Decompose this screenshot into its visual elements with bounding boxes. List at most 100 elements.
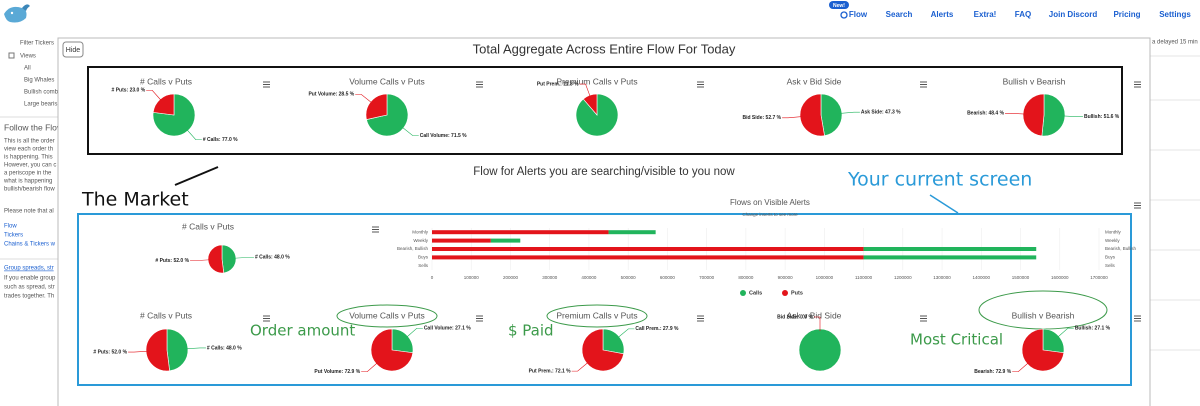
nav-item[interactable]: Alerts (931, 10, 954, 19)
right-panel: a delayed 15 min (1150, 40, 1200, 351)
sidebar-text: view each order th (4, 147, 53, 153)
sidebar-link[interactable]: Chains & Tickers w (4, 242, 56, 248)
delay-note: a delayed 15 min (1152, 40, 1198, 46)
sidebar-text: a periscope in the (4, 171, 52, 177)
premium-highlight (546, 304, 648, 328)
pie-label: Bullish: 27.1 % (1075, 326, 1111, 332)
paid-annotation: $ Paid (508, 322, 554, 340)
sidebar-heading: Follow the Flow (4, 122, 64, 132)
subtitle: Flow for Alerts you are searching/visibl… (473, 166, 735, 178)
pie-title: # Calls v Puts (182, 221, 234, 231)
pie-title: # Calls v Puts (140, 310, 192, 320)
leader-line (782, 116, 803, 119)
view-item[interactable]: Bullish comb (24, 90, 59, 96)
pie-label: Bullish: 51.6 % (1084, 114, 1120, 120)
pie-title: Bullish v Bearish (1012, 310, 1075, 320)
bar-title: Flows on Visible Alerts (730, 198, 810, 207)
screen-annotation: Your current screen (847, 169, 1032, 191)
filter-tickers[interactable]: Filter Tickers (20, 41, 54, 47)
bar (432, 230, 609, 235)
x-tick-label: 1600000 (1051, 275, 1069, 280)
nav-item[interactable]: Join Discord (1049, 10, 1098, 19)
bar (432, 255, 864, 260)
bar (608, 230, 656, 235)
hide-button[interactable] (62, 41, 84, 58)
group-heading: Group spreads, str (4, 266, 54, 272)
pie-label: # Calls: 48.0 % (207, 345, 242, 351)
sidebar-text: However, you can c (4, 163, 56, 169)
x-tick-label: 1400000 (973, 275, 991, 280)
x-tick-label: 0 (431, 275, 434, 280)
leader-line (190, 259, 211, 261)
x-tick-label: 1100000 (855, 275, 873, 280)
x-tick-label: 1700000 (1090, 275, 1108, 280)
view-item[interactable]: Big Whales (24, 78, 54, 84)
y-tick-label: Sells (1105, 263, 1116, 268)
pie-label: Put Prem.: 11.3 % (537, 81, 579, 87)
pie-label: # Puts: 23.0 % (112, 88, 146, 94)
nav-item[interactable]: Search (886, 10, 913, 19)
market-box (87, 66, 1123, 155)
nav: New! Flow Search Alerts Extra! FAQ Join Discor… (829, 1, 1191, 19)
nav-item[interactable]: Extra! (974, 10, 997, 19)
nav-item[interactable]: Pricing (1113, 10, 1140, 19)
flow-icon (840, 11, 848, 19)
sidebar-link[interactable]: Flow (4, 224, 17, 230)
bar (863, 255, 1037, 260)
leader-line (571, 361, 589, 372)
bar (432, 247, 864, 251)
bar (432, 238, 491, 243)
x-tick-label: 1200000 (894, 275, 912, 280)
views: Views (20, 54, 36, 60)
views-checkbox[interactable] (8, 52, 15, 59)
leader-line (617, 328, 635, 339)
pie-label: Call Volume: 27.1 % (424, 326, 471, 332)
x-tick-label: 900000 (778, 275, 794, 280)
leader-line (1012, 362, 1029, 373)
sidebar-text: This is all the order (4, 139, 55, 145)
pie-title: Bullish v Bearish (1003, 76, 1066, 86)
pie-title: Volume Calls v Puts (349, 76, 425, 86)
leader-line (1057, 327, 1074, 338)
nav-item[interactable]: FAQ (1015, 10, 1031, 19)
leader-line (185, 347, 206, 350)
sidebar-text: is happening. This (4, 155, 53, 161)
order-annotation: Order amount (250, 322, 355, 340)
pie-title: Ask v Bid Side (787, 310, 842, 320)
y-tick-label: Weekly (413, 238, 428, 243)
pie-title: Volume Calls v Puts (349, 310, 425, 320)
view-item[interactable]: Large bearis (24, 102, 57, 108)
pie-label: Bearish: 48.4 % (967, 111, 1005, 117)
x-tick-label: 300000 (542, 275, 558, 280)
x-tick-label: 1500000 (1012, 275, 1030, 280)
sidebar-text: If you enable group (4, 276, 56, 282)
sidebar: Filter Tickers Views All Big Whales Bullish … (0, 41, 64, 300)
view-item[interactable]: All (24, 66, 31, 72)
market-pointer (174, 166, 219, 186)
bar (490, 238, 521, 243)
pie-label: Call Volume: 71.5 % (420, 133, 467, 139)
legend-label[interactable]: Calls (749, 290, 762, 296)
pie-title: # Calls v Puts (140, 76, 192, 86)
pie-label: Ask Side: 47.3 % (861, 110, 901, 116)
x-tick-label: 200000 (503, 275, 519, 280)
leader-line (406, 327, 423, 338)
screen-box (77, 213, 1132, 386)
hide-label[interactable]: Hide (66, 47, 81, 54)
nav-item[interactable]: Settings (1159, 10, 1191, 19)
legend-label[interactable]: Puts (791, 290, 803, 296)
nav-item[interactable]: Flow (849, 10, 868, 19)
modal-title: Total Aggregate Across Entire Flow For T… (473, 41, 736, 56)
pie-label: Bid Side: 52.7 % (742, 115, 781, 121)
leader-line (355, 94, 373, 104)
bar (863, 247, 1037, 251)
x-tick-label: 1000000 (816, 275, 834, 280)
pie-label: Put Prem.: 72.1 % (529, 368, 572, 374)
legend-swatch[interactable] (740, 290, 746, 296)
pie-label: Call Prem.: 27.9 % (635, 326, 679, 332)
pie-label: Put Volume: 28.5 % (308, 92, 354, 98)
sidebar-link[interactable]: Tickers (4, 233, 23, 239)
legend-swatch[interactable] (782, 290, 788, 296)
leader-line (1005, 113, 1026, 115)
x-tick-label: 100000 (464, 275, 480, 280)
